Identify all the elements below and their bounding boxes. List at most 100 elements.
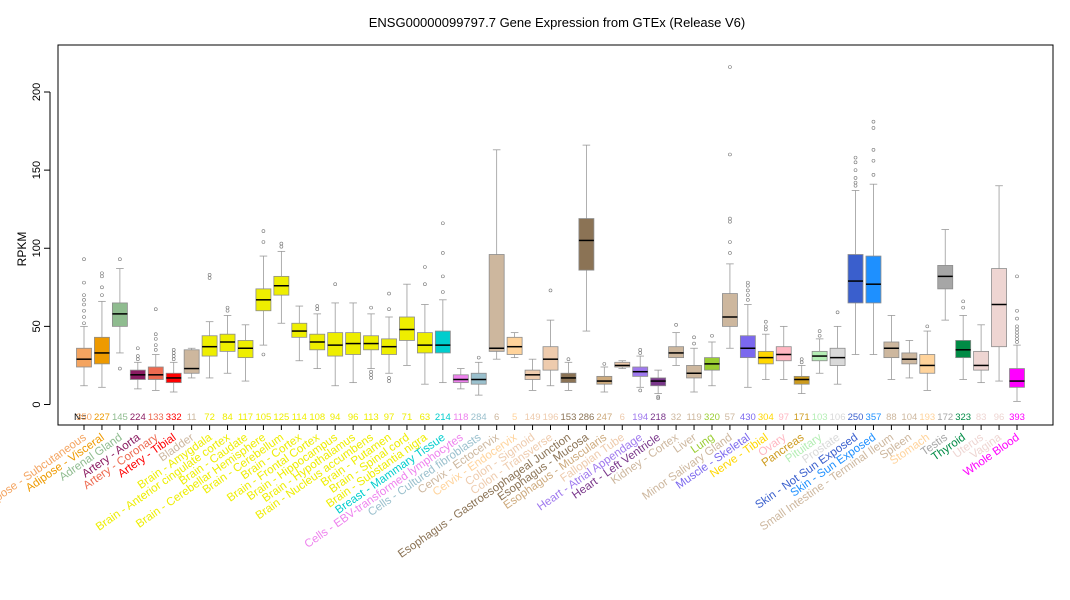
box-brain-anterior-cingulate-cortex	[219, 305, 236, 374]
sample-count: 430	[740, 412, 756, 423]
outlier-point	[315, 304, 320, 308]
sample-count: 96	[348, 412, 359, 423]
outlier-point	[871, 126, 876, 130]
box-series	[76, 65, 1025, 402]
iqr-box	[237, 340, 254, 359]
sample-count: 118	[453, 412, 468, 423]
box-stomach	[919, 324, 936, 391]
sample-count: 284	[471, 412, 487, 423]
sample-count: 196	[543, 412, 559, 423]
iqr-box	[76, 347, 92, 368]
outlier-point	[638, 351, 643, 355]
iqr-box	[614, 361, 631, 368]
outlier-point	[566, 357, 571, 361]
box-adipose-subcutaneous	[76, 257, 92, 387]
iqr-box	[973, 350, 990, 371]
outlier-point	[710, 333, 714, 338]
outlier-point	[82, 315, 86, 319]
sample-count: 214	[435, 412, 451, 423]
iqr-box	[327, 332, 344, 357]
sample-count: 5	[512, 412, 517, 423]
box-uterus	[973, 324, 990, 384]
box-pancreas	[793, 357, 810, 394]
box-liver	[686, 335, 702, 393]
sample-count: 357	[866, 412, 882, 423]
outlier-point	[279, 241, 284, 246]
sample-count: 247	[596, 412, 612, 423]
outlier-point	[961, 299, 965, 304]
outlier-point	[441, 274, 445, 279]
outlier-point	[261, 240, 266, 244]
sample-count: 250	[848, 412, 864, 423]
outlier-point	[369, 376, 373, 380]
iqr-box	[219, 333, 236, 352]
sample-count: 172	[937, 412, 953, 423]
box-brain-spinal-cord	[399, 283, 415, 366]
sample-count: 133	[148, 412, 164, 423]
iqr-box	[793, 375, 810, 385]
outlier-point	[1015, 333, 1019, 338]
outlier-point	[817, 333, 822, 338]
box-breast-mammary-tissue	[434, 221, 451, 384]
box-minor-salivary-gland	[722, 65, 738, 349]
chart-title: ENSG00000099797.7 Gene Expression from G…	[369, 15, 745, 30]
iqr-box	[901, 352, 918, 365]
iqr-box	[775, 346, 792, 362]
outlier-point	[853, 176, 858, 180]
outlier-point	[746, 280, 750, 285]
outlier-point	[171, 354, 176, 358]
iqr-box	[955, 340, 972, 359]
outlier-point	[871, 148, 876, 152]
outlier-point	[136, 357, 140, 361]
outlier-point	[853, 180, 858, 185]
box-brain-caudate	[237, 324, 254, 382]
outlier-point	[799, 357, 804, 361]
outlier-point	[153, 343, 158, 347]
sample-count: 393	[1009, 412, 1025, 423]
box-fallopian-tube	[614, 360, 631, 369]
box-brain-cerebellum	[273, 241, 290, 324]
outlier-point	[1015, 330, 1019, 335]
y-axis: 0 50 100 150 200	[31, 83, 51, 408]
box-artery-tibial	[165, 348, 182, 393]
outlier-point	[853, 168, 858, 172]
iqr-box	[686, 365, 702, 379]
outlier-point	[853, 155, 858, 160]
sample-count: 153	[561, 412, 577, 423]
sample-count: 113	[363, 412, 378, 423]
box-small-intestine-terminal-ileum	[883, 315, 900, 380]
outlier-point	[1015, 340, 1019, 344]
box-muscle-skeletal	[739, 280, 756, 388]
sample-count: 125	[273, 412, 289, 423]
outlier-point	[441, 221, 445, 226]
outlier-point	[423, 282, 427, 286]
y-tick-label: 0	[31, 401, 43, 407]
sample-count: 119	[686, 412, 701, 423]
outlier-point	[153, 307, 158, 311]
outlier-point	[602, 362, 607, 366]
sample-count: 97	[384, 412, 395, 423]
sample-count: 145	[112, 412, 128, 423]
outlier-point	[136, 354, 140, 358]
box-thyroid	[955, 299, 972, 380]
sample-count: 350	[76, 412, 92, 423]
outlier-point	[207, 276, 212, 280]
box-skin-not-sun-exposed	[847, 155, 864, 355]
sample-count: 171	[794, 412, 810, 423]
sample-count: 71	[402, 412, 413, 423]
iqr-box	[739, 335, 756, 359]
sample-count: 332	[166, 412, 182, 423]
iqr-box	[147, 366, 164, 380]
outlier-point	[728, 65, 732, 69]
sample-count: 83	[976, 412, 987, 423]
iqr-box	[452, 374, 469, 384]
iqr-box	[883, 341, 900, 359]
outlier-point	[1015, 308, 1019, 313]
outlier-point	[261, 352, 266, 357]
box-esophagus-mucosa	[578, 144, 595, 332]
outlier-point	[118, 257, 122, 261]
box-colon-transverse	[542, 288, 559, 387]
sample-count: 96	[994, 412, 1005, 423]
outlier-point	[279, 244, 284, 249]
outlier-point	[817, 329, 822, 333]
